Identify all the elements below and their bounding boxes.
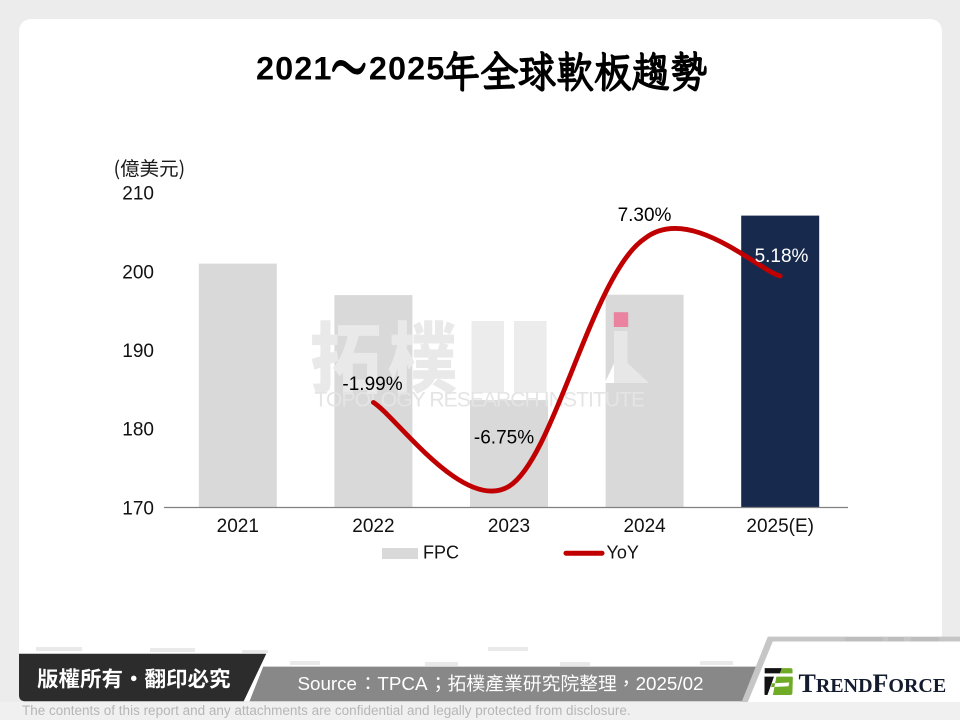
svg-text:2025: 2025	[369, 50, 446, 86]
svg-text:TPCA: TPCA	[377, 673, 428, 694]
svg-text:2021: 2021	[217, 516, 259, 537]
svg-text:190: 190	[122, 341, 154, 362]
svg-text:5.18%: 5.18%	[755, 246, 809, 267]
svg-text:-6.75%: -6.75%	[474, 428, 534, 449]
svg-text:2025/02: 2025/02	[636, 673, 704, 694]
svg-text:2023: 2023	[488, 516, 530, 537]
svg-text:170: 170	[122, 498, 154, 519]
svg-text:TRENDFORCE: TRENDFORCE	[799, 669, 947, 698]
svg-text:FPC: FPC	[423, 543, 459, 563]
svg-text:2021: 2021	[256, 50, 333, 86]
svg-text:YoY: YoY	[607, 543, 639, 563]
svg-text:2025(E): 2025(E)	[746, 516, 814, 537]
svg-text:7.30%: 7.30%	[618, 205, 672, 226]
svg-text:2022: 2022	[352, 516, 394, 537]
svg-text:2024: 2024	[623, 516, 666, 537]
svg-text:-1.99%: -1.99%	[342, 374, 402, 395]
svg-text:200: 200	[122, 262, 154, 283]
svg-text:Source: Source	[298, 673, 358, 694]
svg-text:210: 210	[122, 184, 154, 205]
svg-text:180: 180	[122, 420, 154, 441]
svg-text:The contents of this report an: The contents of this report and any atta…	[22, 703, 631, 718]
